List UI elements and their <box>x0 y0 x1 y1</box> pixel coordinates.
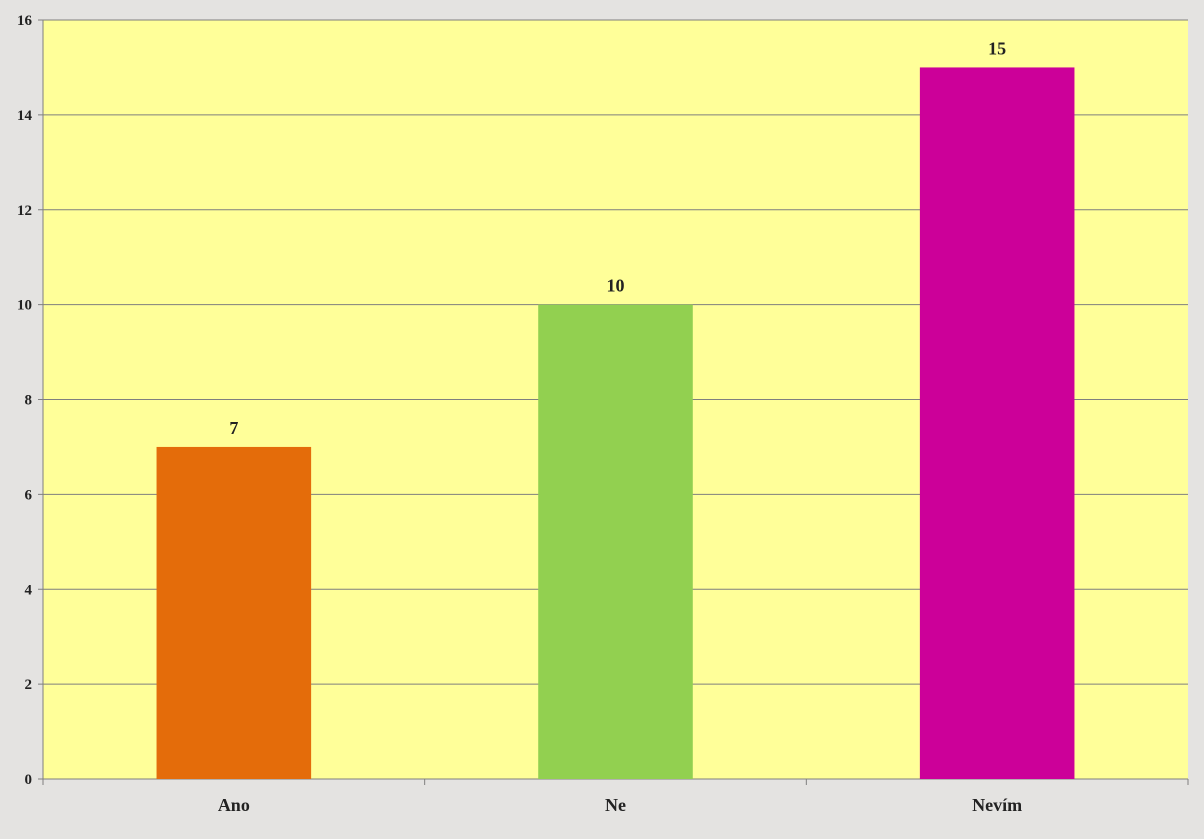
x-tick-label: Ano <box>218 795 250 815</box>
x-axis: Ano Ne Nevím <box>42 778 1189 815</box>
data-label: 10 <box>607 276 625 296</box>
data-label: 15 <box>988 38 1006 58</box>
y-tick-label: 2 <box>25 677 33 693</box>
y-tick-label: 12 <box>17 203 32 219</box>
bar-ne <box>538 304 693 779</box>
y-tick-label: 16 <box>17 13 33 29</box>
data-labels: 7 10 15 <box>229 38 1006 438</box>
y-tick-label: 10 <box>17 298 32 314</box>
y-tick-label: 14 <box>17 108 33 124</box>
bar-nevím <box>919 67 1075 779</box>
y-tick-label: 4 <box>25 582 33 598</box>
x-tick-label: Ne <box>605 795 626 815</box>
bar-ano <box>156 446 312 779</box>
x-tick-label: Nevím <box>972 795 1022 815</box>
y-tick-label: 8 <box>25 393 33 409</box>
bars <box>156 67 1075 779</box>
data-label: 7 <box>229 418 238 438</box>
y-tick-label: 6 <box>25 487 33 503</box>
y-tick-label: 0 <box>25 772 33 788</box>
y-axis: 0 2 4 6 8 10 12 14 16 <box>17 13 44 788</box>
